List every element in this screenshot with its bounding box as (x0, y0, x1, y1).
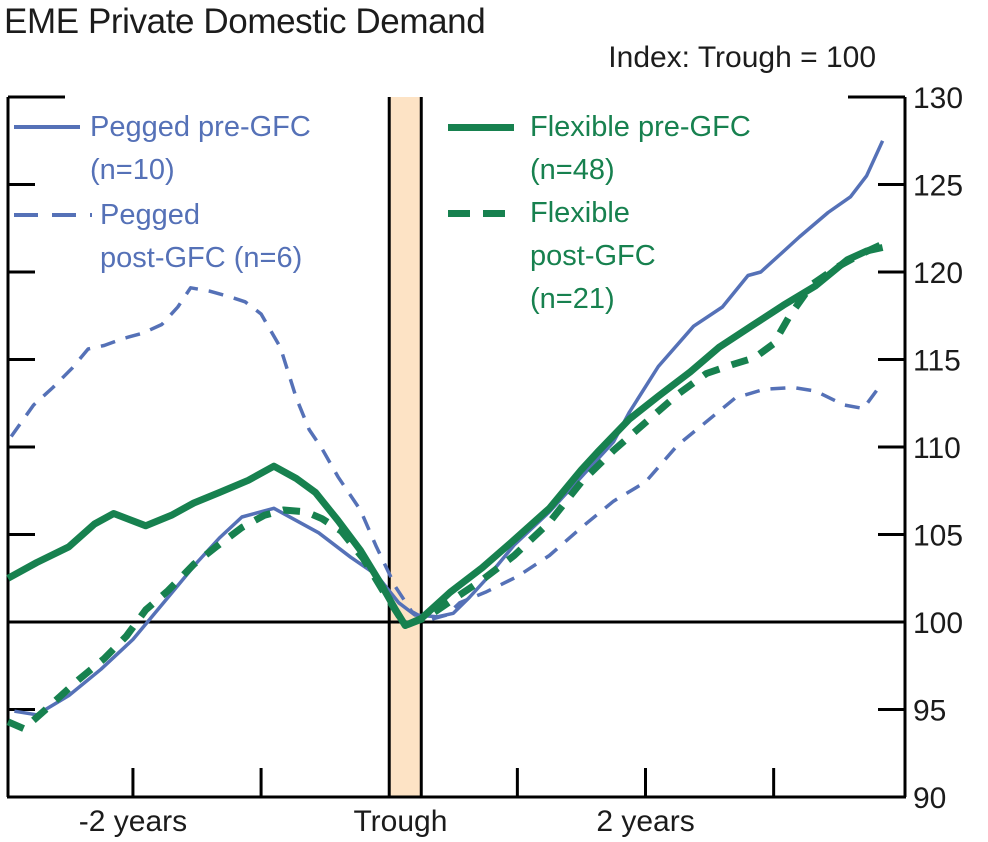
legend-label-pegged-pre-line1: Pegged pre-GFC (90, 111, 311, 143)
x-axis-label: Trough (353, 805, 447, 838)
y-axis-tick-label: 130 (913, 82, 963, 115)
series-line-pegged_pre_gfc (14, 140, 885, 717)
y-axis-tick-label: 125 (913, 170, 963, 203)
y-axis-tick-label: 110 (913, 432, 961, 465)
series-line-flexible_post_gfc (6, 240, 885, 733)
legend-item-flexible-pre-gfc: Flexible pre-GFC (n=48) (448, 106, 751, 192)
y-axis-tick-label: 90 (913, 782, 946, 815)
legend-label-flexible-pre-line1: Flexible pre-GFC (530, 111, 751, 143)
y-axis-tick-label: 105 (913, 520, 963, 553)
legend-swatch-dashed-blue-line (14, 213, 92, 217)
x-axis-label: -2 years (79, 805, 187, 838)
chart-title: EME Private Domestic Demand (4, 2, 486, 41)
y-axis-tick-label: 115 (913, 345, 961, 378)
legend-label-flexible-post-line1: Flexible (530, 197, 630, 229)
legend-swatch-solid-blue-line (14, 125, 80, 129)
legend-swatch-solid-green-line (448, 124, 514, 131)
y-axis-tick-label: 120 (913, 257, 963, 290)
legend-item-pegged-pre-gfc: Pegged pre-GFC (n=10) (14, 106, 311, 192)
y-axis-tick-label: 100 (913, 607, 963, 640)
chart-subtitle: Index: Trough = 100 (608, 41, 876, 74)
legend-label-flexible-post-line2: post-GFC (530, 240, 656, 272)
y-axis-tick-label: 95 (913, 695, 946, 728)
legend-label-flexible-post-line3: (n=21) (530, 283, 615, 315)
x-axis-label: 2 years (596, 805, 694, 838)
series-line-flexible_pre_gfc (6, 244, 884, 629)
legend-item-pegged-post-gfc: Pegged post-GFC (n=6) (14, 194, 302, 280)
legend-label-flexible-pre-line2: (n=48) (530, 154, 615, 186)
legend-label-pegged-pre-line2: (n=10) (90, 154, 175, 186)
legend-swatch-dashed-green-line (448, 210, 507, 217)
legend-label-pegged-post-line1: Pegged (100, 199, 200, 231)
series-line-pegged_post_gfc (9, 286, 885, 623)
legend-label-pegged-post-line2: post-GFC (n=6) (100, 242, 303, 274)
trough-shaded-band (389, 97, 422, 797)
legend-item-flexible-post-gfc: Flexible post-GFC (n=21) (448, 192, 656, 321)
